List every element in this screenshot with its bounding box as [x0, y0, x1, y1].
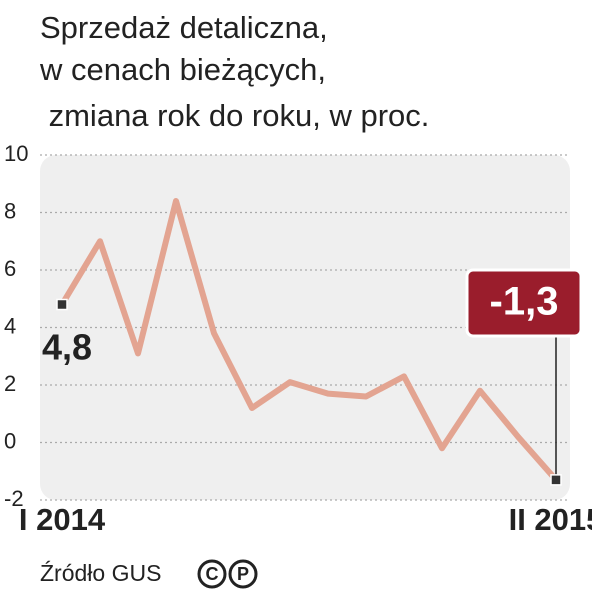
icon-circle [197, 559, 227, 589]
value-label: 4,8 [42, 327, 92, 368]
chart-title: w cenach bieżących, [39, 52, 326, 87]
point-marker [56, 298, 68, 311]
icon-letter: P [237, 564, 249, 584]
value-label-box [465, 268, 583, 338]
y-tick-label: 4 [4, 313, 16, 338]
y-tick-label: 10 [4, 141, 28, 166]
y-tick-label: -2 [4, 486, 24, 511]
data-line [59, 198, 559, 482]
license-icons: C P [197, 559, 258, 589]
y-tick-label: 8 [4, 198, 16, 223]
value-label: -1,3 [490, 280, 559, 324]
y-tick-label: 0 [4, 428, 16, 453]
y-tick-label: 2 [4, 371, 16, 396]
icon-letter: C [206, 564, 219, 584]
x-tick-label: II 2015 [509, 502, 592, 537]
icon-circle [228, 559, 258, 589]
chart-title: Sprzedaż detaliczna, [40, 10, 328, 45]
x-tick-label: I 2014 [19, 502, 106, 537]
chart-title: zmiana rok do roku, w proc. [40, 98, 429, 133]
source: Źródło GUS [40, 560, 161, 586]
point-marker [550, 474, 562, 486]
y-tick-label: 6 [4, 256, 16, 281]
